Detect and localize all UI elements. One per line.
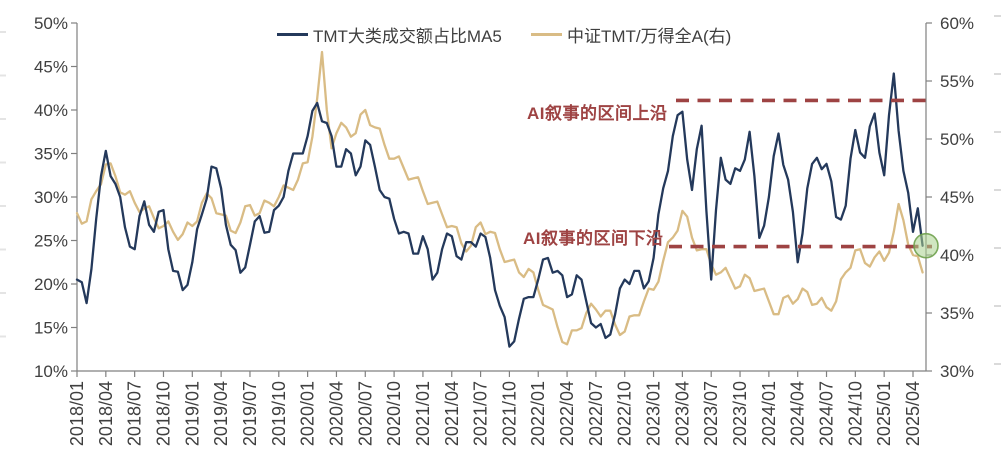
- x-tick-label: 2019/04: [211, 381, 231, 446]
- series-line-csi-tmt-ratio: [75, 50, 924, 346]
- x-tick-label: 2024/04: [788, 381, 808, 446]
- x-tick-label: 2021/04: [442, 381, 462, 446]
- x-tick-label: 2024/07: [817, 381, 837, 446]
- x-tick-label: 2025/04: [903, 381, 923, 446]
- left-tick-label: 20%: [34, 275, 68, 294]
- left-tick-label: 30%: [34, 188, 68, 207]
- x-tick-label: 2021/10: [499, 381, 519, 446]
- x-tick-label: 2018/01: [67, 381, 87, 446]
- x-tick-label: 2023/01: [644, 381, 664, 446]
- x-tick-label: 2018/10: [153, 381, 173, 446]
- left-tick-label: 15%: [34, 319, 68, 338]
- x-tick-label: 2023/07: [701, 381, 721, 446]
- x-tick-label: 2022/10: [615, 381, 635, 446]
- left-tick-label: 40%: [34, 101, 68, 120]
- current-position-marker: [913, 232, 939, 259]
- legend-item-tmt-ma5: TMT大类成交额占比MA5: [277, 25, 502, 46]
- x-tick-label: 2023/10: [730, 381, 750, 446]
- x-tick-label: 2021/01: [413, 381, 433, 446]
- x-tick-label: 2022/07: [586, 381, 606, 446]
- right-tick-label: 60%: [940, 14, 974, 33]
- left-tick-label: 25%: [34, 232, 68, 251]
- x-tick-label: 2024/01: [759, 381, 779, 446]
- right-tick-label: 40%: [940, 246, 974, 265]
- x-tick-label: 2019/01: [182, 381, 202, 446]
- legend-item-csi-tmt-ratio: 中证TMT/万得全A(右): [531, 25, 731, 46]
- left-tick-label: 35%: [34, 145, 68, 164]
- left-tick-label: 10%: [34, 362, 68, 381]
- x-tick-label: 2020/07: [355, 381, 375, 446]
- legend-line-sample-navy: [277, 32, 308, 36]
- legend-label-csi-tmt-ratio: 中证TMT/万得全A(右): [567, 26, 732, 46]
- left-tick-label: 45%: [34, 58, 68, 77]
- x-tick-label: 2022/01: [528, 381, 548, 446]
- x-tick-label: 2022/04: [557, 381, 577, 446]
- legend-label-tmt-ma5: TMT大类成交额占比MA5: [313, 26, 502, 46]
- x-tick-label: 2020/04: [326, 381, 346, 446]
- annotation-upper-bound-label: AI叙事的区间上沿: [527, 104, 668, 123]
- x-tick-label: 2021/07: [471, 381, 491, 446]
- right-tick-label: 45%: [940, 188, 974, 207]
- right-tick-label: 30%: [940, 362, 974, 381]
- x-tick-label: 2020/01: [298, 381, 318, 446]
- right-tick-label: 55%: [940, 72, 974, 91]
- right-tick-label: 35%: [940, 304, 974, 323]
- x-tick-label: 2024/10: [845, 381, 865, 446]
- x-tick-label: 2020/10: [384, 381, 404, 446]
- legend-line-sample-gold: [531, 32, 562, 36]
- x-tick-label: 2025/01: [874, 381, 894, 446]
- x-tick-label: 2023/04: [672, 381, 692, 446]
- x-tick-label: 2018/07: [125, 381, 145, 446]
- annotation-lower-bound-label: AI叙事的区间下沿: [523, 229, 664, 248]
- x-tick-label: 2019/10: [269, 381, 289, 446]
- left-tick-label: 50%: [34, 14, 68, 33]
- series-line-tmt-ma5: [75, 72, 924, 348]
- x-tick-label: 2018/04: [96, 381, 116, 446]
- x-tick-label: 2019/07: [240, 381, 260, 446]
- right-tick-label: 50%: [940, 130, 974, 149]
